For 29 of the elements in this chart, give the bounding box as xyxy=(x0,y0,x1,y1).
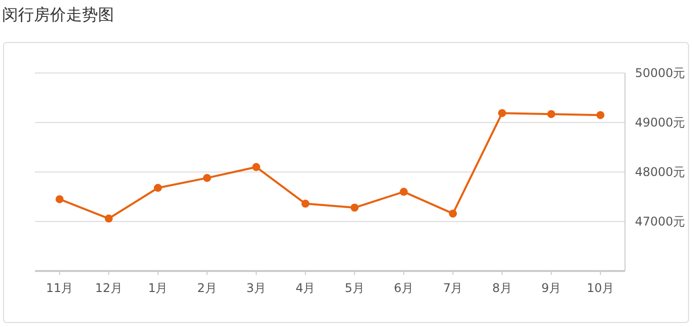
point xyxy=(400,188,408,196)
y-tick-label: 48000元 xyxy=(635,165,686,179)
x-tick-label: 4月 xyxy=(296,281,316,295)
x-tick-label: 8月 xyxy=(492,281,512,295)
point xyxy=(104,214,113,223)
x-tick-label: 10月 xyxy=(586,281,614,295)
point xyxy=(252,163,260,172)
point xyxy=(56,195,64,204)
point xyxy=(350,204,359,212)
x-tick-label: 6月 xyxy=(394,281,414,295)
point xyxy=(301,200,310,208)
y-tick-label: 49000元 xyxy=(635,116,686,130)
y-tick-label: 47000元 xyxy=(635,214,686,228)
point xyxy=(154,184,162,192)
x-tick-label: 7月 xyxy=(443,281,463,295)
point xyxy=(498,109,506,118)
y-tick-label: 50000元 xyxy=(635,66,686,80)
point xyxy=(547,110,556,118)
x-tick-label: 1月 xyxy=(148,281,168,295)
point xyxy=(203,174,212,182)
x-tick-label: 9月 xyxy=(541,281,562,295)
x-tick-label: 2月 xyxy=(197,281,217,295)
chart-title: 闵行房价走势图 xyxy=(2,5,114,24)
x-tick-label: 12月 xyxy=(95,281,122,295)
x-tick-label: 11月 xyxy=(46,281,74,295)
x-tick-label: 5月 xyxy=(344,281,364,295)
point xyxy=(596,111,604,120)
point xyxy=(448,210,457,218)
x-tick-label: 3月 xyxy=(246,281,266,295)
